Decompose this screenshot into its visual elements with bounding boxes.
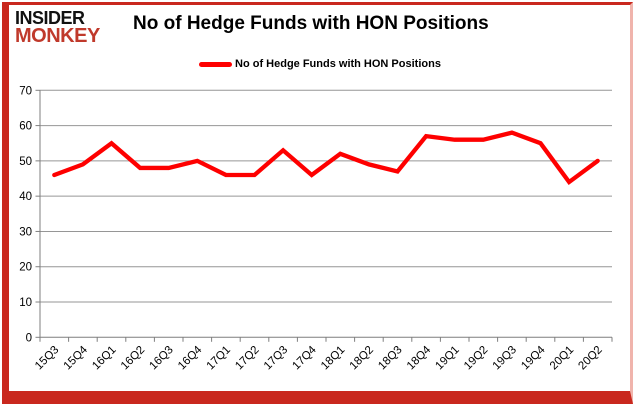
insider-monkey-logo: INSIDER MONKEY [15,8,100,47]
x-tick-label: 18Q4 [405,344,434,373]
x-tick-label: 15Q3 [33,344,61,372]
y-tick-label: 40 [19,191,32,203]
x-tick-label: 20Q1 [548,344,576,372]
y-tick-label: 0 [26,332,32,344]
logo-line-insider: INSIDER [15,8,85,28]
x-tick-label: 16Q1 [90,344,118,372]
y-tick-label: 60 [19,121,32,133]
x-tick-label: 17Q2 [233,344,261,372]
logo-line-monkey: MONKEY [15,24,100,47]
x-tick-label: 18Q3 [376,344,404,372]
y-tick-label: 70 [19,85,32,97]
x-tick-label: 19Q2 [462,344,490,372]
x-tick-label: 17Q3 [262,344,290,372]
x-tick-label: 19Q3 [491,344,519,372]
legend-label: No of Hedge Funds with HON Positions [235,58,441,70]
y-tick-label: 10 [19,297,32,309]
series-line-hedge-funds [52,130,600,186]
x-tick-label: 18Q1 [319,344,347,372]
x-tick-label: 19Q1 [433,344,461,372]
x-tick-label: 20Q2 [576,344,604,372]
x-tick-label: 17Q4 [290,344,319,373]
x-tick-label: 16Q2 [119,344,147,372]
x-tick-label: 16Q4 [176,344,205,373]
y-tick-label: 30 [19,226,32,238]
page-title: No of Hedge Funds with HON Positions [133,13,489,34]
x-tick-label: 17Q1 [205,344,233,372]
y-tick-label: 20 [19,262,32,274]
x-tick-label: 18Q2 [348,344,376,372]
x-tick-label: 16Q3 [147,344,175,372]
y-tick-label: 50 [19,156,32,168]
x-tick-label: 19Q4 [519,344,548,373]
chart-legend: No of Hedge Funds with HON Positions [199,58,441,70]
legend-line-marker [199,61,232,67]
x-tick-label: 15Q4 [62,344,91,373]
